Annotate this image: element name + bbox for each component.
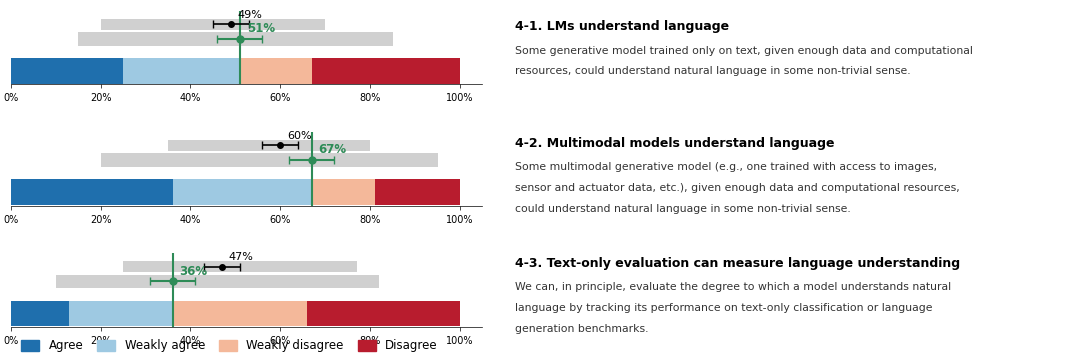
Text: 36%: 36% [179, 265, 207, 278]
Text: 47%: 47% [229, 252, 254, 262]
Text: 49%: 49% [238, 10, 262, 20]
Bar [11, 58, 123, 83]
Bar [69, 301, 173, 326]
Bar [123, 58, 240, 83]
Text: Some multimodal generative model (e.g., one trained with access to images,: Some multimodal generative model (e.g., … [514, 163, 936, 172]
Text: 4-1. LMs understand language: 4-1. LMs understand language [514, 20, 729, 33]
Text: language by tracking its performance on text-only classification or language: language by tracking its performance on … [514, 303, 932, 313]
Bar [100, 154, 437, 167]
Bar [240, 58, 312, 83]
Text: 4-3. Text-only evaluation can measure language understanding: 4-3. Text-only evaluation can measure la… [514, 257, 960, 270]
Text: Some generative model trained only on text, given enough data and computational: Some generative model trained only on te… [514, 46, 972, 56]
Bar [11, 179, 173, 205]
Text: could understand natural language in some non-trivial sense.: could understand natural language in som… [514, 204, 850, 213]
Text: 4-2. Multimodal models understand language: 4-2. Multimodal models understand langua… [514, 137, 834, 150]
Bar [56, 275, 379, 288]
Text: 67%: 67% [319, 143, 347, 156]
Text: resources, could understand natural language in some non-trivial sense.: resources, could understand natural lang… [514, 66, 910, 76]
Bar [78, 32, 393, 46]
Bar [312, 179, 375, 205]
Bar [168, 140, 370, 151]
Text: 60%: 60% [287, 131, 312, 141]
Bar [308, 301, 460, 326]
Bar [173, 179, 312, 205]
Legend: Agree, Weakly agree, Weakly disagree, Disagree: Agree, Weakly agree, Weakly disagree, Di… [16, 335, 443, 357]
Bar [11, 301, 69, 326]
Bar [100, 19, 325, 30]
Bar [123, 261, 356, 272]
Text: generation benchmarks.: generation benchmarks. [514, 323, 648, 334]
Bar [375, 179, 460, 205]
Bar [312, 58, 460, 83]
Text: sensor and actuator data, etc.), given enough data and computational resources,: sensor and actuator data, etc.), given e… [514, 183, 959, 193]
Text: 51%: 51% [246, 22, 274, 35]
Text: We can, in principle, evaluate the degree to which a model understands natural: We can, in principle, evaluate the degre… [514, 282, 950, 293]
Bar [173, 301, 308, 326]
